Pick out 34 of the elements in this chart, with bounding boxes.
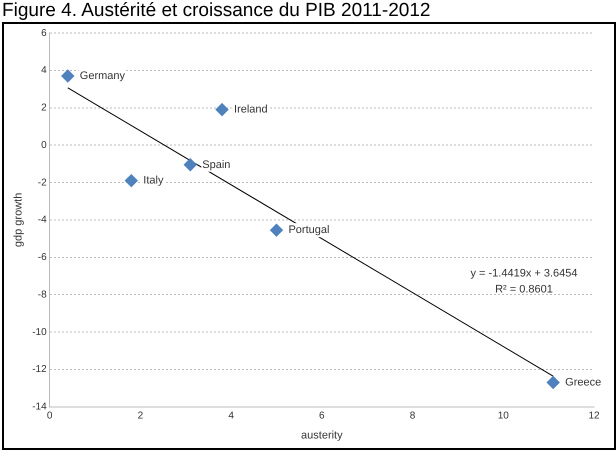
annotation: Spain [202, 158, 230, 171]
chart-title: Figure 4. Austérité et croissance du PIB 2011-2012 [1, 0, 432, 22]
y-tick-label: -12 [32, 364, 48, 376]
x-tick-label: 10 [498, 410, 510, 422]
y-axis-title: gdp growth [12, 192, 25, 248]
x-axis-title: austerity [301, 429, 344, 442]
y-tick-label: -2 [38, 177, 48, 188]
x-tick-label: 6 [319, 410, 326, 422]
point [124, 174, 138, 188]
point [184, 158, 197, 172]
annotation: Italy [143, 174, 164, 187]
point [270, 224, 283, 237]
annotation: R² = 0.8601 [495, 283, 553, 296]
y-tick-label: 6 [41, 28, 48, 39]
point [546, 376, 560, 390]
annotation: Portugal [288, 224, 330, 236]
y-tick-label: -14 [32, 402, 48, 413]
annotation: Germany [80, 70, 126, 82]
x-tick-label: 4 [228, 410, 234, 422]
point [216, 103, 229, 116]
y-tick-label: 0 [41, 140, 48, 151]
y-tick-label: -10 [32, 326, 48, 338]
y-tick-label: -4 [38, 214, 48, 226]
y-tick-label: -8 [38, 289, 48, 300]
y-tick-label: -6 [38, 252, 48, 264]
annotation: y = -1.4419x + 3.6454 [470, 267, 578, 280]
annotation: Greece [565, 376, 602, 389]
x-tick-label: 2 [138, 410, 144, 422]
x-tick-label: 12 [588, 410, 600, 422]
point [61, 69, 74, 82]
y-tick-label: 4 [41, 65, 48, 76]
y-tick-label: 2 [41, 102, 48, 114]
annotation: Ireland [234, 104, 268, 116]
x-tick-label: 8 [410, 410, 416, 422]
